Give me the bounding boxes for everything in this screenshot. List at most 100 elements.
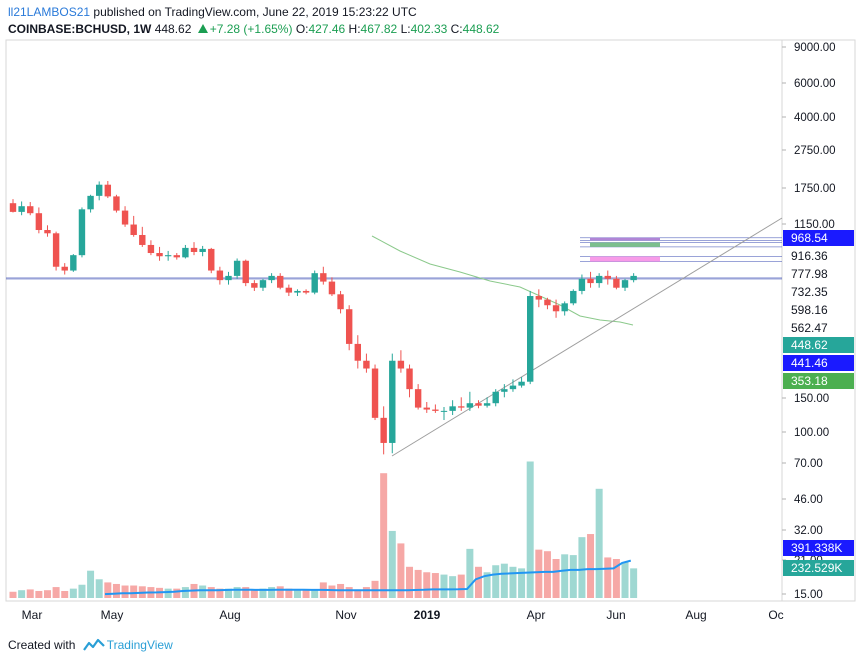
volume-bar — [431, 573, 439, 598]
volume-bar — [621, 562, 629, 598]
candle-body — [320, 273, 327, 282]
price-label: 391.338K — [791, 541, 842, 555]
open-value: 427.46 — [308, 22, 346, 36]
volume-bar — [268, 587, 276, 598]
volume-bar — [569, 555, 577, 598]
candle-body — [27, 206, 34, 214]
candle-body — [242, 260, 249, 284]
candle-body — [449, 406, 456, 411]
price-tick-label: 46.00 — [794, 494, 823, 506]
candle-body — [389, 360, 396, 443]
volume-bar — [457, 574, 465, 598]
candle-body — [630, 275, 637, 281]
candle-body — [113, 196, 120, 211]
time-tick-label: Mar — [22, 608, 43, 622]
candle-body — [182, 247, 189, 258]
resistance-zone-green[interactable] — [590, 242, 660, 247]
volume-bar — [492, 565, 500, 598]
resistance-zone-purple[interactable] — [590, 237, 660, 241]
price-label-box — [783, 248, 854, 264]
price-label: 448.62 — [791, 338, 828, 352]
price-label-box — [783, 540, 854, 556]
volume-bar — [587, 534, 595, 598]
price-tick-label: 15.00 — [794, 589, 823, 601]
resistance-zone-pink[interactable] — [590, 256, 660, 262]
candle-body — [363, 360, 370, 369]
candle-body — [621, 280, 629, 288]
trendline[interactable] — [391, 217, 783, 457]
volume-bar — [354, 589, 362, 598]
volume-bar — [526, 461, 534, 598]
price-label-box — [783, 284, 854, 300]
volume-bar — [276, 586, 284, 598]
volume-bar — [414, 569, 422, 598]
volume-bar — [199, 585, 207, 598]
candle-body — [147, 244, 155, 254]
volume-bar — [328, 585, 336, 598]
author-link[interactable]: ll21LAMBOS21 — [8, 5, 91, 19]
price-tick-label: 32.00 — [794, 525, 823, 537]
candle-body — [337, 294, 344, 310]
volume-bar — [380, 473, 388, 598]
candle-body — [78, 209, 86, 256]
tradingview-link[interactable]: TradingView — [106, 638, 173, 652]
volume-bar — [121, 585, 129, 598]
volume-bar — [543, 551, 551, 598]
volume-bar — [69, 588, 77, 598]
price-label-box — [783, 337, 854, 353]
volume-bar — [181, 587, 189, 598]
volume-bar — [26, 589, 34, 598]
candle-body — [130, 224, 137, 235]
volume-bar — [164, 588, 172, 598]
candle-body — [587, 278, 594, 284]
candle-body — [578, 278, 586, 291]
candle-body — [604, 275, 611, 279]
volume-bar — [78, 584, 86, 598]
candle-body — [285, 287, 293, 293]
price-tick-label: 2750.00 — [794, 145, 836, 157]
price-label: 598.16 — [791, 303, 828, 317]
high-value: 467.82 — [360, 22, 398, 36]
candle-body — [371, 368, 379, 418]
volume-bar — [61, 590, 69, 598]
price-label: 353.18 — [791, 374, 828, 388]
high-label: H: — [348, 22, 361, 36]
candle-body — [233, 260, 241, 276]
candle-body — [208, 248, 215, 271]
close-label: C: — [450, 22, 463, 36]
candle-body — [18, 206, 25, 212]
volume-bar — [509, 566, 517, 598]
price-chart[interactable]: 9000.00 6000.00 4000.00 2750.00 1750.00 1150.… — [0, 0, 860, 630]
plot-area[interactable] — [5, 39, 783, 602]
close-value: 448.62 — [462, 22, 500, 36]
price-label-box — [783, 560, 854, 576]
publish-info: ll21LAMBOS21 published on TradingView.co… — [8, 5, 417, 19]
candle-body — [139, 234, 146, 245]
volume-bar — [302, 590, 310, 598]
candle-body — [380, 417, 387, 443]
volume-bar — [388, 530, 396, 598]
time-tick-label: May — [101, 608, 124, 622]
volume-bar — [250, 589, 258, 598]
symbol-name[interactable]: COINBASE:BCHUSD, 1W — [8, 22, 152, 36]
candle-body — [458, 406, 465, 408]
volume-bar — [397, 543, 405, 598]
price-label: 732.35 — [791, 285, 828, 299]
candle-body — [535, 296, 543, 300]
volume-bar — [112, 583, 120, 598]
volume-bar — [95, 579, 103, 598]
symbol-legend: COINBASE:BCHUSD, 1W 448.62 +7.28 (+1.65%… — [8, 22, 499, 36]
candle-body — [613, 278, 620, 288]
volume-bar — [630, 568, 638, 598]
volume-bar — [87, 570, 95, 598]
price-tick-label: 6000.00 — [794, 78, 836, 90]
volume-bar — [285, 588, 293, 598]
candle-body — [345, 309, 353, 344]
volume-bar — [311, 590, 319, 598]
price-label: 968.54 — [791, 231, 828, 245]
price-label: 441.46 — [791, 356, 828, 370]
candle-body — [156, 253, 163, 257]
candle-body — [561, 303, 568, 312]
candle-body — [544, 299, 551, 306]
volume-bar — [474, 566, 482, 598]
